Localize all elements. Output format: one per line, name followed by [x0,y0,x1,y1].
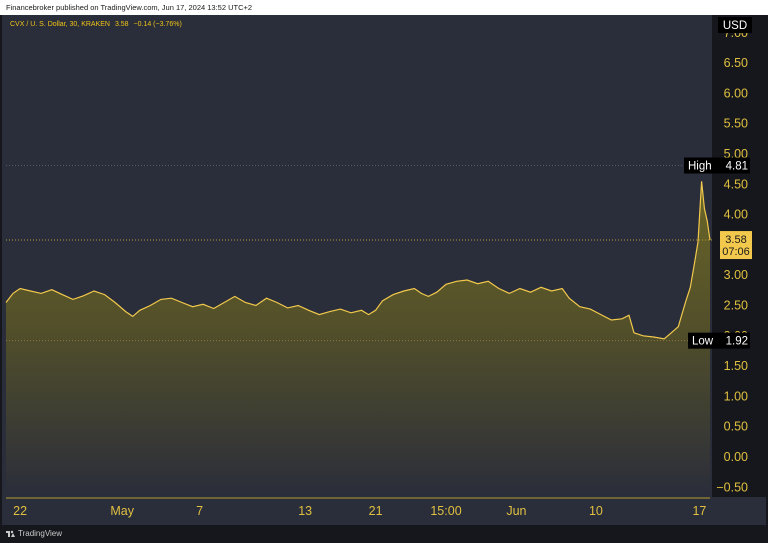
symbol-change: −0.14 (−3.76%) [133,21,182,28]
y-tick-label: 3.00 [724,268,748,282]
symbol-legend: CVX / U. S. Dollar, 30, KRAKEN 3.58 −0.1… [10,21,185,28]
price-area-fill [6,181,710,498]
x-tick-label: 17 [692,504,706,518]
bar-countdown: 07:06 [722,246,750,258]
tradingview-logo-icon [6,530,15,537]
x-tick-label: 15:00 [430,504,461,518]
x-tick-label: 22 [13,504,27,518]
currency-label-bg [718,17,752,33]
x-tick-label: 13 [298,504,312,518]
x-tick-label: 7 [196,504,203,518]
y-tick-label: 0.00 [724,450,748,464]
publisher-bar: Financebroker published on TradingView.c… [0,0,768,15]
x-tick-label: May [110,504,134,518]
y-tick-label: 4.00 [724,208,748,222]
high-label-bg [684,157,750,174]
y-tick-label: −0.50 [716,480,748,494]
y-tick-label: 0.50 [724,420,748,434]
symbol-last-price: 3.58 [114,21,129,28]
publisher-text: Financebroker published on TradingView.c… [6,3,253,12]
y-tick-label: 5.00 [724,147,748,161]
last-price-badge [720,231,752,260]
x-tick-label: 10 [589,504,603,518]
low-label: Low [692,336,714,348]
y-tick-label: 2.50 [724,299,748,313]
high-label: High [688,161,712,173]
x-tick-label: Jun [506,504,526,518]
footer: TradingView [0,525,768,543]
y-tick-label: 1.00 [724,389,748,403]
y-tick-label: 6.00 [724,86,748,100]
high-value: 4.81 [726,161,748,173]
x-tick-label: 21 [369,504,383,518]
currency-label: USD [723,20,747,32]
y-tick-label: 5.50 [724,117,748,131]
price-line [5,181,711,340]
last-price-value: 3.58 [725,234,746,246]
y-tick-label: 6.50 [724,56,748,70]
low-value: 1.92 [726,336,748,348]
y-tick-label: 4.50 [724,177,748,191]
footer-brand: TradingView [18,529,63,538]
y-tick-label: 1.50 [724,359,748,373]
low-label-bg [688,332,750,349]
symbol-pair: CVX / U. S. Dollar, 30, KRAKEN [10,21,110,28]
